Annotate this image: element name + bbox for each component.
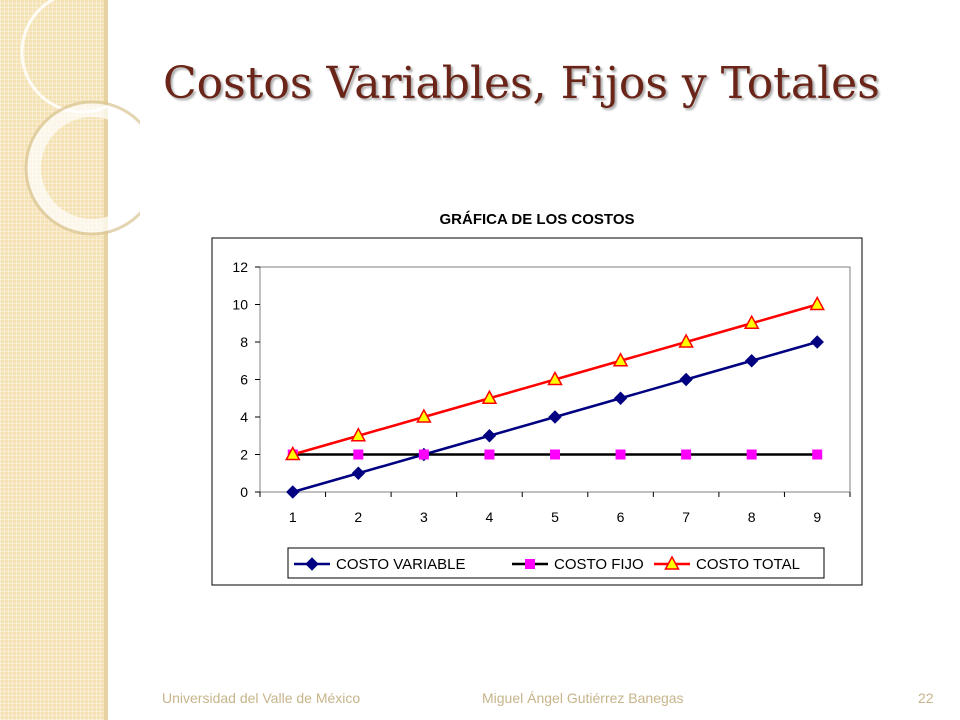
y-tick-label: 0 xyxy=(240,484,248,500)
legend-label: COSTO FIJO xyxy=(554,556,644,573)
footer-institution: Universidad del Valle de México xyxy=(162,690,361,706)
data-point xyxy=(678,333,694,348)
data-point xyxy=(613,391,628,405)
data-point xyxy=(481,389,498,404)
data-point xyxy=(612,352,629,367)
data-point xyxy=(681,449,692,460)
data-point xyxy=(744,354,759,368)
x-tick-label: 1 xyxy=(289,509,297,525)
x-tick-label: 9 xyxy=(813,509,821,525)
data-point xyxy=(286,485,300,499)
y-tick-label: 8 xyxy=(240,334,248,350)
y-tick-label: 10 xyxy=(232,297,248,313)
data-point xyxy=(350,427,367,442)
x-tick-label: 2 xyxy=(354,509,362,525)
data-point xyxy=(484,449,495,460)
legend-box xyxy=(287,547,825,579)
y-tick-label: 12 xyxy=(232,259,248,275)
data-point xyxy=(679,372,693,387)
data-point xyxy=(743,314,760,329)
data-point xyxy=(809,295,825,311)
x-tick-label: 5 xyxy=(551,509,559,525)
data-point xyxy=(812,449,823,460)
data-point xyxy=(285,445,301,461)
data-point xyxy=(482,429,497,443)
data-point xyxy=(547,370,563,386)
data-point xyxy=(746,449,757,460)
decorative-circles xyxy=(20,0,140,236)
data-point xyxy=(353,449,364,460)
data-point xyxy=(810,335,824,349)
data-point xyxy=(351,466,366,480)
legend-marker xyxy=(664,555,680,570)
chart-title: GRÁFICA DE LOS COSTOS xyxy=(439,211,635,228)
legend-marker xyxy=(305,557,319,571)
data-point xyxy=(550,449,560,460)
y-tick-label: 6 xyxy=(240,372,248,388)
slide-title: Costos Variables, Fijos y Totales xyxy=(163,58,880,109)
legend-label: COSTO VARIABLE xyxy=(336,556,466,573)
y-tick-label: 2 xyxy=(240,447,248,463)
data-point xyxy=(418,449,429,460)
legend-label: COSTO TOTAL xyxy=(696,556,800,573)
x-tick-label: 7 xyxy=(682,509,690,525)
x-tick-label: 3 xyxy=(420,509,428,525)
page-number: 22 xyxy=(918,690,934,706)
data-point xyxy=(548,410,562,424)
data-point xyxy=(416,408,432,423)
data-point xyxy=(615,449,626,460)
x-tick-label: 6 xyxy=(617,509,625,525)
footer-author: Miguel Ángel Gutiérrez Banegas xyxy=(482,690,684,706)
x-tick-label: 8 xyxy=(748,509,756,525)
x-tick-label: 4 xyxy=(486,509,494,525)
legend-marker xyxy=(525,559,535,569)
y-tick-label: 4 xyxy=(240,409,248,425)
side-panel-edge xyxy=(104,0,108,720)
